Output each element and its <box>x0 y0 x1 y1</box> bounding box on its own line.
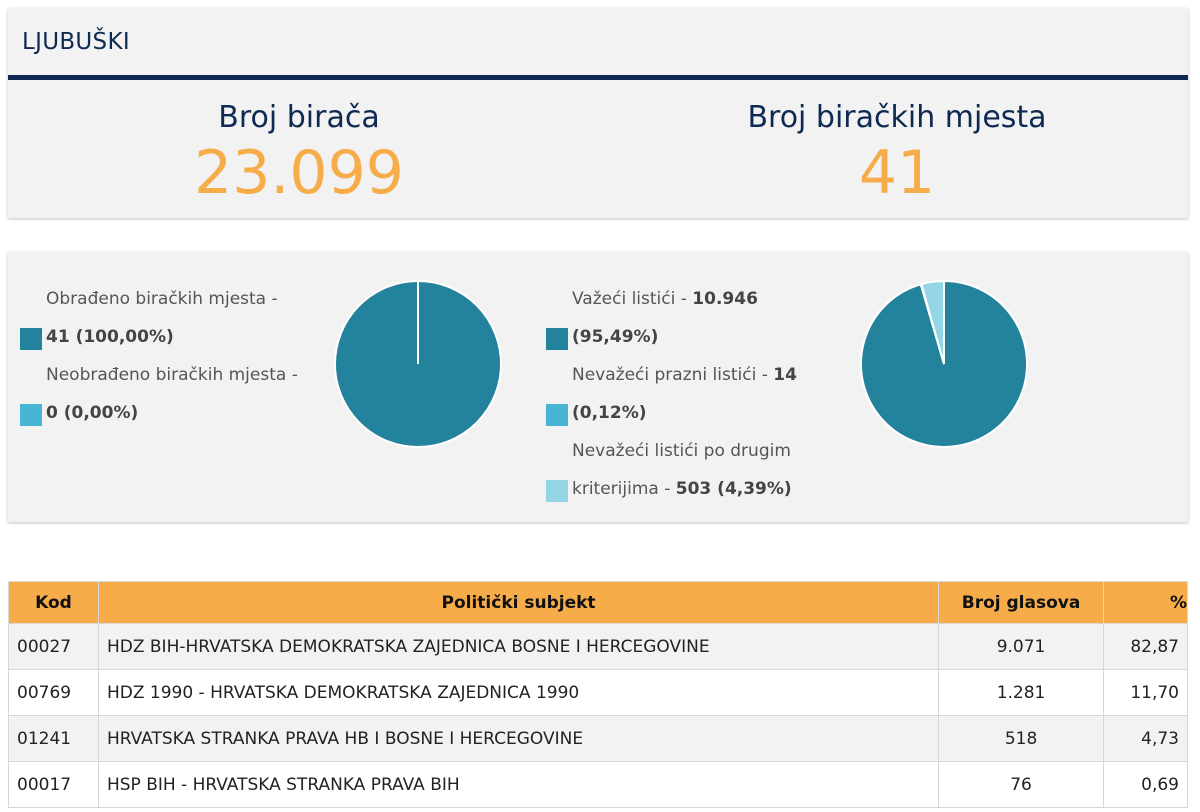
legend-swatch-valid <box>546 328 568 350</box>
voters-label: Broj birača <box>218 100 380 135</box>
ballots-pie-slice-0 <box>860 280 1028 448</box>
cell-pct: 4,73 <box>1102 715 1189 762</box>
legend-pct-valid: (95,49%) <box>572 327 659 347</box>
table-row: 00769 HDZ 1990 - HRVATSKA DEMOKRATSKA ZA… <box>8 669 1189 716</box>
legend-swatch-blank <box>546 404 568 426</box>
table-row: 01241 HRVATSKA STRANKA PRAVA HB I BOSNE … <box>8 715 1189 762</box>
legend-item-other-invalid: Nevažeći listići po drugim kriterijima -… <box>546 432 836 508</box>
table-header-row: Kod Politički subjekt Broj glasova % <box>8 581 1189 624</box>
cell-votes: 9.071 <box>938 623 1104 670</box>
table-row: 00027 HDZ BIH-HRVATSKA DEMOKRATSKA ZAJED… <box>8 623 1189 670</box>
summary-card: LJUBUŠKI Broj birača 23.099 Broj birački… <box>8 8 1188 218</box>
legend-item-valid: Važeći listići - 10.946 (95,49%) <box>546 280 836 356</box>
cell-kod: 00027 <box>8 623 99 670</box>
cell-kod: 00017 <box>8 761 99 808</box>
legend-text-processed: Obrađeno biračkih mjesta - <box>46 289 278 309</box>
cell-subject: HRVATSKA STRANKA PRAVA HB I BOSNE I HERC… <box>97 715 940 762</box>
legend-value-other-invalid: 503 (4,39%) <box>675 479 792 499</box>
header-subject[interactable]: Politički subjekt <box>97 581 940 624</box>
table-row: 00017 HSP BIH - HRVATSKA STRANKA PRAVA B… <box>8 761 1189 808</box>
cell-votes: 76 <box>938 761 1104 808</box>
header-kod[interactable]: Kod <box>8 581 99 624</box>
legend-value-unprocessed: 0 (0,00%) <box>46 403 139 423</box>
processing-pie-chart <box>334 280 502 448</box>
page-title: LJUBUŠKI <box>22 28 130 55</box>
stations-label: Broj biračkih mjesta <box>747 100 1047 135</box>
stations-value: 41 <box>858 138 936 208</box>
charts-card: Obrađeno biračkih mjesta - 41 (100,00%) … <box>8 252 1188 522</box>
cell-subject: HSP BIH - HRVATSKA STRANKA PRAVA BIH <box>97 761 940 808</box>
voters-value: 23.099 <box>194 138 404 208</box>
cell-subject: HDZ BIH-HRVATSKA DEMOKRATSKA ZAJEDNICA B… <box>97 623 940 670</box>
voters-stat: Broj birača 23.099 <box>8 80 606 213</box>
legend-text-valid: Važeći listići - <box>572 289 693 309</box>
ballots-legend: Važeći listići - 10.946 (95,49%) Nevažeć… <box>546 280 836 508</box>
cell-pct: 82,87 <box>1102 623 1189 670</box>
legend-swatch-processed <box>20 328 42 350</box>
cell-pct: 11,70 <box>1102 669 1189 716</box>
legend-item-unprocessed: Neobrađeno biračkih mjesta - 0 (0,00%) <box>20 356 320 432</box>
legend-text-unprocessed: Neobrađeno biračkih mjesta - <box>46 365 298 385</box>
cell-subject: HDZ 1990 - HRVATSKA DEMOKRATSKA ZAJEDNIC… <box>97 669 940 716</box>
legend-item-blank: Nevažeći prazni listići - 14 (0,12%) <box>546 356 836 432</box>
header-votes[interactable]: Broj glasova <box>938 581 1104 624</box>
title-bar: LJUBUŠKI <box>8 8 1188 80</box>
cell-votes: 1.281 <box>938 669 1104 716</box>
legend-item-processed: Obrađeno biračkih mjesta - 41 (100,00%) <box>20 280 320 356</box>
stats-row: Broj birača 23.099 Broj biračkih mjesta … <box>8 80 1188 213</box>
legend-value-blank: 14 <box>773 365 797 385</box>
stations-stat: Broj biračkih mjesta 41 <box>606 80 1188 213</box>
legend-swatch-unprocessed <box>20 404 42 426</box>
processing-legend: Obrađeno biračkih mjesta - 41 (100,00%) … <box>20 280 320 432</box>
legend-pct-blank: (0,12%) <box>572 403 647 423</box>
header-pct[interactable]: % <box>1102 581 1189 624</box>
ballots-pie-chart <box>860 280 1028 448</box>
legend-value-processed: 41 (100,00%) <box>46 327 174 347</box>
cell-kod: 00769 <box>8 669 99 716</box>
legend-text-other-invalid: Nevažeći listići po drugim <box>572 441 791 461</box>
cell-votes: 518 <box>938 715 1104 762</box>
legend-text2-other-invalid: kriterijima - <box>572 479 676 499</box>
results-table: Kod Politički subjekt Broj glasova % 000… <box>8 581 1189 808</box>
cell-pct: 0,69 <box>1102 761 1189 808</box>
legend-text-blank: Nevažeći prazni listići - <box>572 365 774 385</box>
legend-value-valid: 10.946 <box>692 289 758 309</box>
legend-swatch-other-invalid <box>546 480 568 502</box>
cell-kod: 01241 <box>8 715 99 762</box>
